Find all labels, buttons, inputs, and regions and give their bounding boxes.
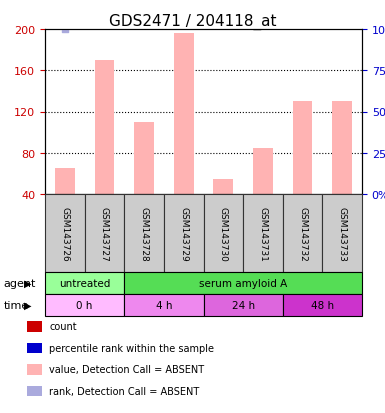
Text: 0 h: 0 h	[77, 300, 93, 310]
Bar	[213, 179, 233, 195]
Bar	[134, 123, 154, 195]
Text: GSM143727: GSM143727	[100, 206, 109, 261]
Text: value, Detection Call = ABSENT: value, Detection Call = ABSENT	[49, 365, 204, 375]
Text: GDS2471 / 204118_at: GDS2471 / 204118_at	[109, 14, 276, 30]
Text: GSM143731: GSM143731	[258, 206, 268, 261]
Text: GSM143728: GSM143728	[139, 206, 149, 261]
Text: GSM143733: GSM143733	[338, 206, 346, 261]
Text: ▶: ▶	[24, 300, 32, 310]
Bar	[253, 148, 273, 195]
Text: time: time	[4, 300, 29, 310]
Bar	[293, 102, 313, 195]
Text: 24 h: 24 h	[231, 300, 255, 310]
Text: count: count	[49, 322, 77, 332]
Text: serum amyloid A: serum amyloid A	[199, 278, 287, 288]
Point	[62, 26, 68, 33]
Bar	[95, 61, 114, 195]
Bar	[174, 34, 194, 195]
Bar	[332, 102, 352, 195]
Text: untreated: untreated	[59, 278, 110, 288]
Text: GSM143729: GSM143729	[179, 206, 188, 261]
Text: 4 h: 4 h	[156, 300, 172, 310]
Bar	[55, 169, 75, 195]
Point	[220, 15, 226, 22]
Text: agent: agent	[4, 278, 36, 288]
Text: ▶: ▶	[24, 278, 32, 288]
Text: rank, Detection Call = ABSENT: rank, Detection Call = ABSENT	[49, 386, 199, 396]
Text: GSM143730: GSM143730	[219, 206, 228, 261]
Text: 48 h: 48 h	[311, 300, 334, 310]
Text: GSM143726: GSM143726	[60, 206, 69, 261]
Text: percentile rank within the sample: percentile rank within the sample	[49, 343, 214, 353]
Text: GSM143732: GSM143732	[298, 206, 307, 261]
